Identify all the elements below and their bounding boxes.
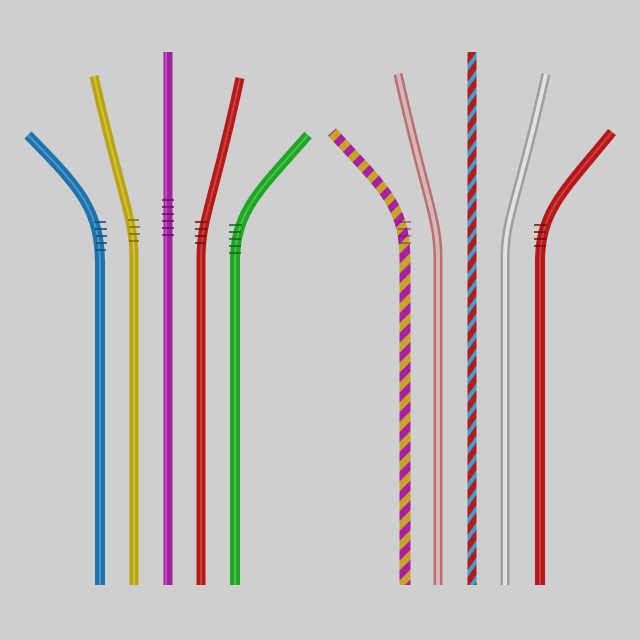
green-bend-ridges <box>229 224 242 254</box>
straw-rose-bent <box>393 73 443 585</box>
straw-silver-bent <box>500 73 551 585</box>
yellow-bend-ridges <box>128 219 140 242</box>
blue-bend-ridges <box>94 221 107 251</box>
straw-green-bent <box>229 131 312 585</box>
straw-blue-bent <box>24 131 107 585</box>
red-bend-ridges <box>195 221 207 244</box>
straw-striped-bent <box>327 128 411 585</box>
striped-bend-ridges <box>398 221 411 244</box>
magenta-ridges <box>162 199 174 236</box>
straw-yellow-bent <box>89 75 140 585</box>
straw-magenta-straight <box>162 52 174 585</box>
red-2-bend-ridges <box>534 224 547 247</box>
straw-red-bent-2 <box>534 128 616 585</box>
straw-red-bent <box>195 77 245 585</box>
